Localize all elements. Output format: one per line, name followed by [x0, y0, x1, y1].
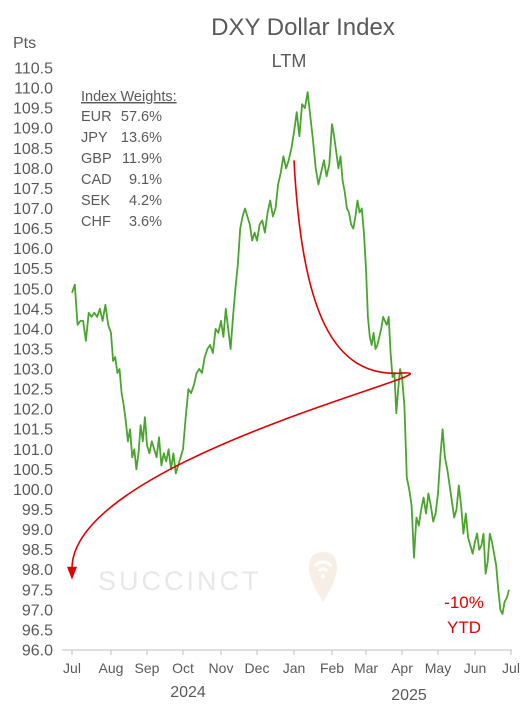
y-tick-label: 106.0: [13, 241, 53, 258]
y-axis-ticks: 110.5 110.0 109.5 109.0 108.5 108.0 107.5 107.0…: [13, 61, 53, 660]
y-tick-label: 97.0: [22, 602, 53, 619]
y-tick-label: 98.5: [22, 542, 53, 559]
x-tick-label: Mar: [354, 660, 378, 676]
weight-value: 4.2%: [129, 193, 162, 209]
y-tick-label: 97.5: [22, 582, 53, 599]
y-tick-label: 96.0: [22, 643, 53, 660]
y-tick-label: 109.5: [13, 101, 53, 118]
y-tick-label: 102.5: [13, 382, 53, 399]
series-line-dxy: [71, 91, 510, 615]
watermark-text: SUCCINCT: [98, 566, 262, 596]
y-tick-label: 100.0: [13, 482, 53, 499]
x-tick-label: Dec: [245, 660, 270, 676]
y-axis-unit-label: Pts: [13, 35, 36, 52]
y-tick-label: 110.0: [14, 81, 53, 98]
annotation-ytd: YTD: [447, 618, 481, 637]
x-tick-label: Apr: [391, 660, 413, 676]
x-tick-label: Nov: [209, 660, 234, 676]
weight-currency: CAD: [81, 172, 112, 188]
y-tick-label: 98.0: [22, 562, 53, 579]
x-axis-ticks: Jul Aug Sep Oct Nov Dec Jan Feb Mar Apr May Jun Jul: [63, 650, 520, 676]
trend-arrow: [71, 160, 412, 568]
weight-value: 57.6%: [121, 109, 162, 125]
y-tick-label: 104.5: [13, 301, 53, 318]
y-tick-label: 105.0: [13, 281, 53, 298]
y-tick-label: 110.5: [14, 61, 53, 78]
weight-currency: GBP: [81, 151, 112, 167]
weight-currency: SEK: [81, 193, 110, 209]
year-label-2024: 2024: [170, 684, 206, 701]
weight-currency: EUR: [81, 109, 112, 125]
y-tick-label: 101.5: [13, 422, 53, 439]
year-label-2025: 2025: [391, 687, 427, 704]
y-tick-label: 105.5: [13, 261, 53, 278]
y-tick-label: 109.0: [13, 121, 53, 138]
index-weights-box: Index Weights: EUR 57.6% JPY 13.6% GBP 11.9% C…: [81, 89, 177, 230]
y-tick-label: 99.0: [22, 522, 53, 539]
y-tick-label: 100.5: [13, 462, 53, 479]
annotation-pct: -10%: [444, 593, 484, 612]
y-tick-label: 107.5: [13, 181, 53, 198]
y-tick-label: 102.0: [13, 402, 53, 419]
chart-title: DXY Dollar Index: [211, 14, 395, 41]
y-tick-label: 108.0: [13, 161, 53, 178]
succinct-watermark: SUCCINCT: [98, 552, 337, 602]
y-tick-label: 103.5: [13, 341, 53, 358]
y-tick-label: 104.0: [13, 321, 53, 338]
weight-value: 3.6%: [129, 214, 162, 230]
weight-value: 11.9%: [122, 151, 162, 167]
y-tick-label: 99.5: [22, 502, 53, 519]
x-tick-label: Feb: [320, 660, 344, 676]
arrow-head-icon: [67, 566, 77, 580]
x-tick-label: Sep: [135, 660, 160, 676]
x-tick-label: Jun: [464, 660, 487, 676]
weight-currency: CHF: [81, 214, 111, 230]
index-weights-heading: Index Weights:: [81, 89, 177, 105]
chart-subtitle: LTM: [272, 51, 307, 71]
x-tick-label: Jul: [63, 660, 81, 676]
weight-value: 9.1%: [129, 172, 162, 188]
x-tick-label: Jan: [283, 660, 306, 676]
weight-value: 13.6%: [121, 130, 162, 146]
y-tick-label: 101.0: [13, 442, 53, 459]
x-tick-label: Oct: [172, 660, 194, 676]
y-tick-label: 108.5: [13, 141, 53, 158]
x-tick-label: May: [425, 660, 451, 676]
y-tick-label: 96.5: [22, 622, 53, 639]
x-tick-label: Aug: [99, 660, 124, 676]
y-tick-label: 103.0: [13, 362, 53, 379]
y-tick-label: 106.5: [13, 221, 53, 238]
weight-currency: JPY: [81, 130, 108, 146]
y-tick-label: 107.0: [13, 201, 53, 218]
x-tick-label: Jul: [502, 660, 520, 676]
wifi-logo-icon: [309, 552, 337, 602]
